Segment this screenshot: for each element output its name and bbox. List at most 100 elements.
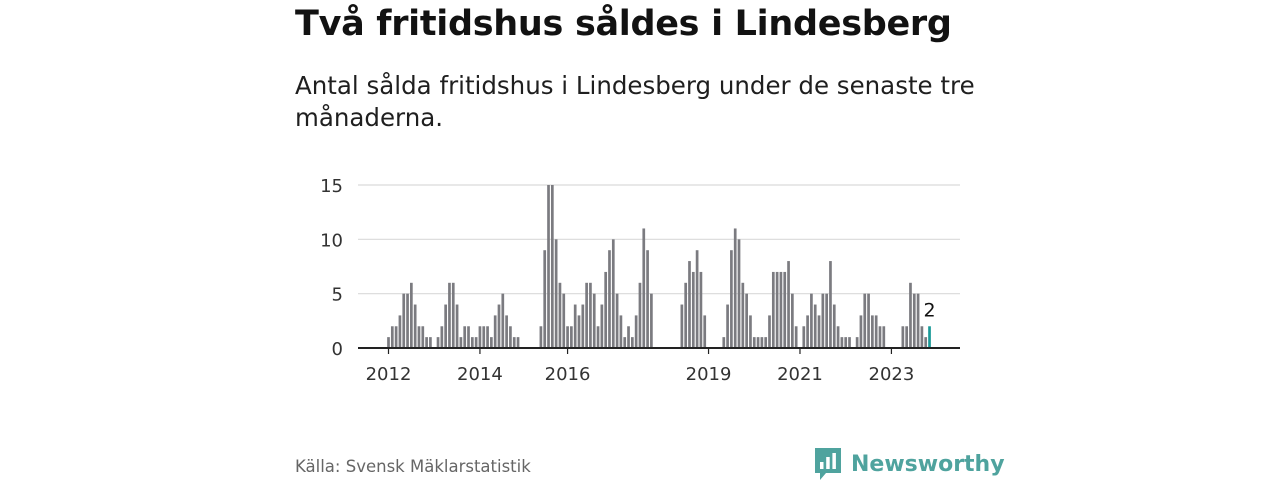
bar (478, 326, 482, 348)
y-tick-label: 15 (320, 176, 343, 197)
bar (554, 239, 558, 348)
bar (646, 250, 649, 348)
chart-title: Två fritidshus såldes i Lindesberg (295, 4, 952, 44)
brand-logo[interactable]: Newsworthy (814, 446, 1005, 482)
bar (444, 304, 447, 348)
bar (840, 337, 844, 348)
bar (909, 282, 912, 348)
bar (836, 326, 840, 348)
bar (859, 315, 863, 348)
bar (394, 326, 398, 348)
y-tick-label: 0 (332, 339, 343, 360)
bar (448, 282, 451, 348)
bar (771, 271, 775, 348)
bar (867, 293, 870, 348)
bar (779, 271, 783, 348)
bar (775, 271, 779, 348)
x-tick-label: 2019 (686, 364, 732, 385)
bar (585, 282, 588, 348)
bar (417, 326, 421, 348)
bar (768, 315, 771, 348)
bar (558, 282, 562, 348)
bar (425, 337, 428, 348)
bar (855, 337, 859, 348)
bar (752, 337, 756, 348)
bar (429, 337, 432, 348)
bar (501, 293, 505, 348)
bar (802, 326, 806, 348)
bar (543, 250, 547, 348)
bar (821, 293, 825, 348)
x-tick-label: 2012 (366, 364, 412, 385)
bar (642, 228, 646, 348)
bar (467, 326, 470, 348)
bar (794, 326, 798, 348)
bar (550, 185, 554, 348)
bar (390, 326, 394, 348)
bar (829, 261, 832, 348)
bar (882, 326, 886, 348)
bar (539, 326, 543, 348)
bar (730, 250, 733, 348)
bar (497, 304, 501, 348)
bar (387, 337, 390, 348)
bar (459, 337, 463, 348)
bar-latest (928, 326, 931, 348)
bar (825, 293, 828, 348)
bar (726, 304, 729, 348)
bar (912, 293, 916, 348)
bar (589, 282, 592, 348)
brand-name: Newsworthy (851, 451, 1005, 477)
bar (783, 271, 787, 348)
bar (817, 315, 821, 348)
bar (615, 293, 619, 348)
bar (741, 282, 745, 348)
bar (600, 304, 604, 348)
x-tick-label: 2014 (457, 364, 503, 385)
bar (570, 326, 573, 348)
bar-chart-speech-bubble-icon (815, 448, 841, 480)
bar (562, 293, 566, 348)
bar (749, 315, 752, 348)
bar (410, 282, 413, 348)
bar (791, 293, 794, 348)
bar (490, 337, 493, 348)
x-tick-label: 2023 (869, 364, 915, 385)
y-tick-label: 10 (320, 230, 343, 251)
bar (764, 337, 768, 348)
bar (463, 326, 467, 348)
bar (813, 304, 817, 348)
y-tick-label: 5 (332, 285, 343, 306)
bar (684, 282, 688, 348)
bar (733, 228, 737, 348)
bar (638, 282, 642, 348)
bar (695, 250, 699, 348)
x-tick-label: 2021 (777, 364, 823, 385)
bar (573, 304, 577, 348)
bar (470, 337, 474, 348)
bar (634, 315, 638, 348)
bar (874, 315, 878, 348)
bar (680, 304, 684, 348)
bar (512, 337, 516, 348)
chart-subtitle: Antal sålda fritidshus i Lindesberg unde… (295, 71, 975, 132)
bar (688, 261, 691, 348)
bar (398, 315, 402, 348)
bar (722, 337, 726, 348)
bar (516, 337, 520, 348)
bar (737, 239, 741, 348)
bar (402, 293, 406, 348)
bar (611, 239, 615, 348)
bar (623, 337, 627, 348)
bar (451, 282, 455, 348)
bar (566, 326, 569, 348)
bar (509, 326, 512, 348)
bar (627, 326, 630, 348)
bar (863, 293, 867, 348)
bar (787, 261, 790, 348)
bar (844, 337, 848, 348)
bar (810, 293, 813, 348)
bar (474, 337, 478, 348)
bar (871, 315, 874, 348)
bar (916, 293, 920, 348)
